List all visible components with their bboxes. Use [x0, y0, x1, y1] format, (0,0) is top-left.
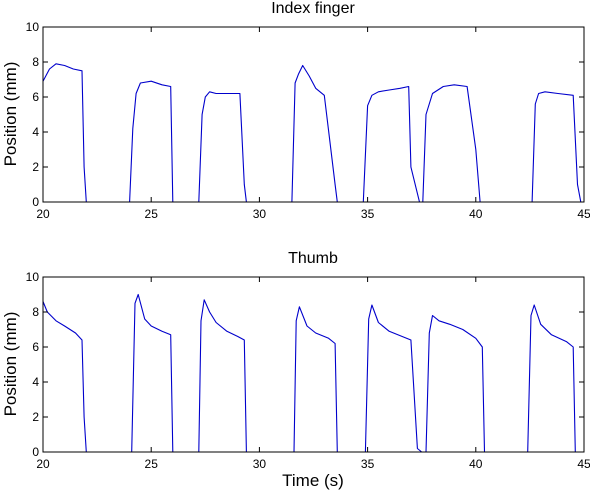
thumb-y-tick-label: 0	[32, 445, 39, 459]
index-finger-title: Index finger	[271, 0, 355, 17]
index-finger-x-tick-label: 35	[361, 207, 375, 221]
index-finger-axes-box	[42, 26, 585, 203]
thumb-position-line	[42, 293, 584, 453]
index-finger-y-tick-label: 0	[32, 195, 39, 209]
thumb-panel: Thumb Position (mm) Time (s) 20 25 30 35 40 4…	[1, 250, 590, 490]
index-finger-panel: Index finger Position (mm) 20 25 30 35 40 45 0…	[1, 0, 590, 221]
thumb-y-tick-label: 10	[26, 270, 40, 284]
index-finger-y-tick-label: 2	[32, 160, 39, 174]
thumb-x-tick-label: 35	[361, 457, 375, 471]
x-axis-label: Time (s)	[282, 471, 344, 490]
thumb-y-tick-label: 6	[32, 340, 39, 354]
index-finger-y-tick-label: 8	[32, 55, 39, 69]
thumb-title: Thumb	[288, 250, 338, 267]
index-finger-y-axis-label: Position (mm)	[1, 62, 20, 167]
thumb-y-tick-label: 8	[32, 305, 39, 319]
thumb-x-tick-label: 45	[577, 457, 590, 471]
thumb-x-tick-label: 30	[253, 457, 267, 471]
index-finger-y-tick-label: 4	[32, 125, 39, 139]
index-finger-x-tick-label: 20	[36, 207, 50, 221]
index-finger-position-line	[42, 63, 582, 203]
thumb-y-axis-label: Position (mm)	[1, 312, 20, 417]
index-finger-x-tick-label: 30	[253, 207, 267, 221]
index-finger-x-tick-label: 45	[577, 207, 590, 221]
thumb-x-tick-label: 25	[145, 457, 159, 471]
index-finger-y-tick-label: 6	[32, 90, 39, 104]
thumb-y-tick-label: 4	[32, 375, 39, 389]
index-finger-x-tick-label: 40	[469, 207, 483, 221]
thumb-y-tick-label: 2	[32, 410, 39, 424]
index-finger-y-tick-label: 10	[26, 20, 40, 34]
thumb-x-tick-label: 40	[469, 457, 483, 471]
thumb-x-tick-label: 20	[36, 457, 50, 471]
index-finger-x-tick-label: 25	[145, 207, 159, 221]
thumb-axes-box	[42, 276, 585, 453]
